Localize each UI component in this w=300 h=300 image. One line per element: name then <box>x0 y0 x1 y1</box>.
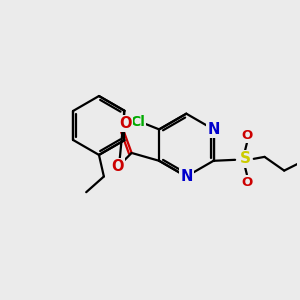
Text: O: O <box>119 116 132 131</box>
Text: N: N <box>207 122 220 137</box>
Text: N: N <box>180 169 193 184</box>
Text: S: S <box>239 151 250 166</box>
Text: O: O <box>241 129 253 142</box>
Text: O: O <box>241 176 253 189</box>
Text: Cl: Cl <box>130 115 145 128</box>
Text: O: O <box>112 159 124 174</box>
